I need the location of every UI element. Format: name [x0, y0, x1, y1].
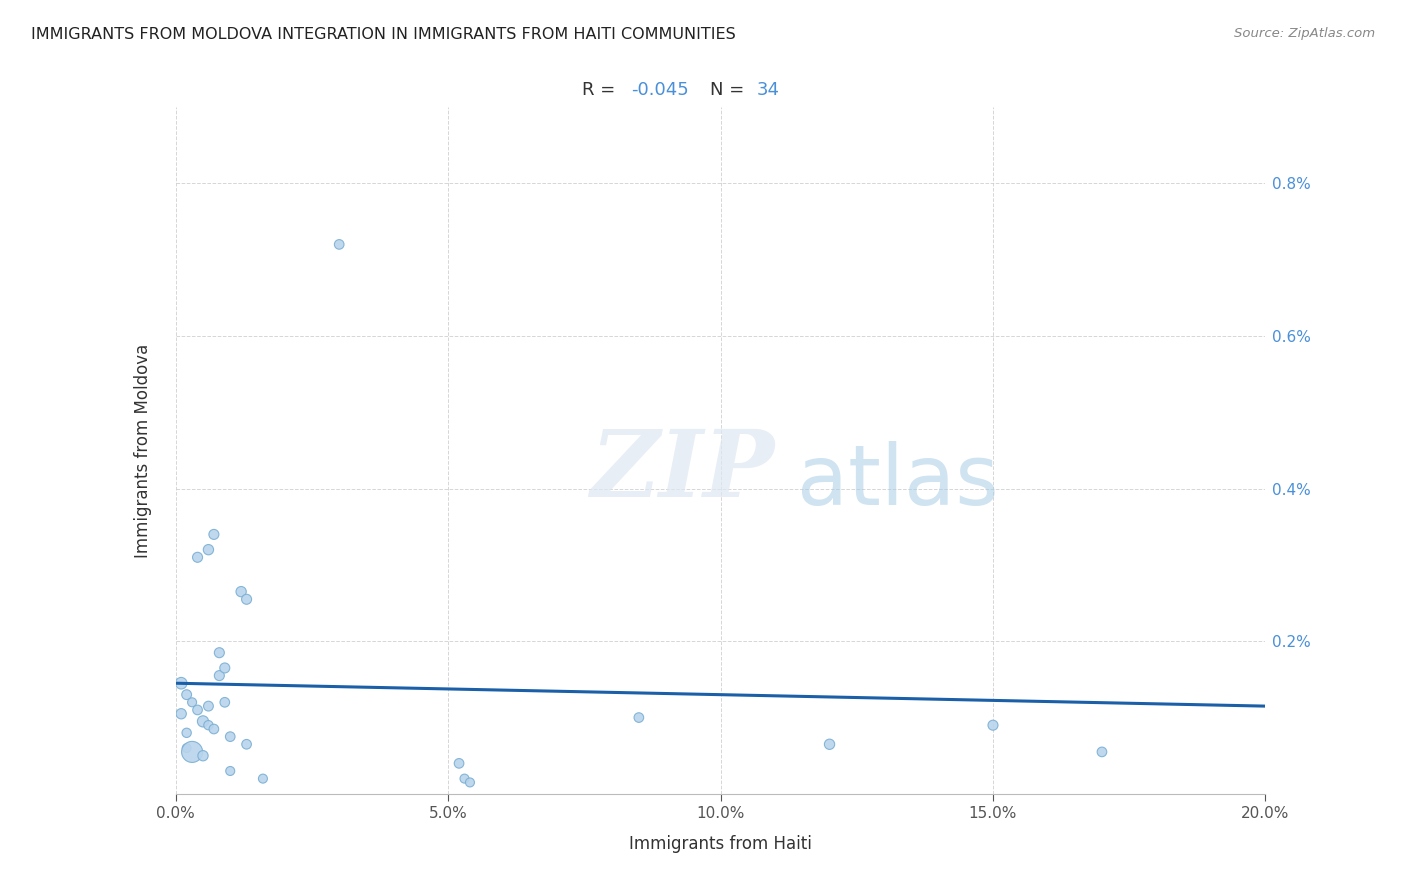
Text: 34: 34 — [756, 81, 780, 99]
Text: Source: ZipAtlas.com: Source: ZipAtlas.com — [1234, 27, 1375, 40]
Point — [176, 741, 198, 756]
Point — [186, 703, 209, 717]
Point — [208, 668, 231, 682]
Point — [235, 592, 257, 607]
Point — [202, 722, 225, 736]
X-axis label: Immigrants from Haiti: Immigrants from Haiti — [628, 835, 813, 853]
Point — [176, 726, 198, 740]
Point — [186, 550, 209, 565]
Point — [252, 772, 274, 786]
Point — [181, 745, 204, 759]
Point — [627, 710, 650, 724]
Point — [197, 718, 219, 732]
Point — [447, 756, 470, 771]
Point — [208, 646, 231, 660]
Text: IMMIGRANTS FROM MOLDOVA INTEGRATION IN IMMIGRANTS FROM HAITI COMMUNITIES: IMMIGRANTS FROM MOLDOVA INTEGRATION IN I… — [31, 27, 735, 42]
Text: ZIP: ZIP — [591, 426, 775, 516]
Y-axis label: Immigrants from Moldova: Immigrants from Moldova — [134, 343, 152, 558]
Point — [170, 706, 193, 721]
Point — [197, 542, 219, 557]
Point — [235, 737, 257, 751]
Point — [170, 676, 193, 690]
Point — [219, 730, 242, 744]
Text: -0.045: -0.045 — [631, 81, 689, 99]
Text: N =: N = — [710, 81, 749, 99]
Point — [197, 699, 219, 714]
Point — [219, 764, 242, 778]
Point — [176, 688, 198, 702]
Point — [231, 584, 253, 599]
Point — [191, 714, 214, 729]
Point — [214, 695, 236, 709]
Point — [328, 237, 350, 252]
Point — [214, 661, 236, 675]
Point — [191, 748, 214, 763]
Point — [202, 527, 225, 541]
Text: atlas: atlas — [797, 441, 998, 522]
Point — [818, 737, 841, 751]
Point — [981, 718, 1004, 732]
Point — [181, 695, 204, 709]
Point — [1091, 745, 1114, 759]
Text: R =: R = — [582, 81, 621, 99]
Point — [453, 772, 475, 786]
Point — [458, 775, 481, 789]
